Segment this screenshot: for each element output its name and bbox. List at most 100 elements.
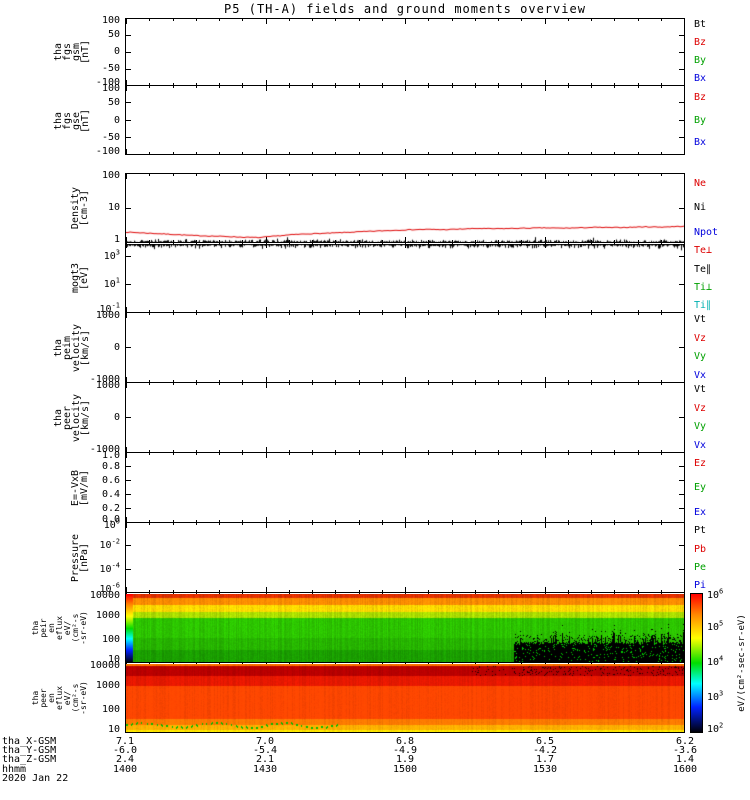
xtick-mark: [684, 593, 685, 598]
ytick-mark: [679, 417, 684, 418]
xtick-mark: [405, 377, 406, 382]
xtick-mark: [358, 523, 360, 525]
ytick-mark: [126, 480, 131, 481]
xtick-mark: [172, 450, 174, 452]
xtick-mark: [614, 380, 616, 382]
xtick-mark: [684, 383, 685, 388]
axis-value: 6.2: [675, 736, 695, 747]
panel-ylabel-peer-eflux: tha peer en eflux eV/(cm²-s -sr-eV): [31, 681, 88, 715]
xtick-mark: [195, 523, 197, 525]
axis-value: 1600: [672, 764, 698, 775]
panel-ylabel-fgs-gsm: tha fgs gsm [nT]: [53, 39, 91, 65]
xtick-mark: [195, 152, 197, 154]
xtick-mark: [288, 453, 290, 455]
axis-value: 6.5: [535, 736, 555, 747]
xtick-mark: [126, 80, 127, 85]
xtick-mark: [172, 383, 174, 385]
xtick-mark: [149, 380, 151, 382]
xtick-mark: [126, 447, 127, 452]
ytick-label-peim-velocity: -1000: [89, 374, 120, 385]
xtick-mark: [684, 307, 685, 312]
axis-value: 6.8: [395, 736, 415, 747]
xtick-mark: [242, 86, 244, 88]
ytick-label-fgs-gsm: 100: [101, 15, 120, 26]
xtick-mark: [219, 590, 220, 592]
xtick-mark: [172, 83, 174, 85]
xtick-mark: [265, 149, 267, 154]
xtick-mark: [474, 380, 476, 382]
xtick-mark: [637, 152, 639, 154]
axis-value: -6.0: [112, 745, 138, 756]
colorbar-tick: 103: [707, 689, 724, 703]
xtick-mark: [149, 450, 151, 452]
ytick-label-peir-eflux: 1000: [95, 610, 120, 622]
mogt3-canvas: [126, 244, 684, 312]
colorbar-tick: 102: [707, 721, 724, 735]
xtick-mark: [288, 520, 290, 522]
xtick-mark: [195, 19, 197, 21]
ytick-mark: [679, 480, 684, 481]
xtick-mark: [544, 517, 546, 522]
xtick-mark: [149, 590, 151, 592]
legend-fgs-gse-2: Bx: [694, 137, 707, 149]
panel-efield: [125, 453, 685, 523]
xtick-mark: [242, 19, 244, 21]
legend-peem-velocity-0: Vt: [694, 384, 707, 395]
ytick-label-density: 10: [107, 202, 120, 213]
panel-ylabel-fgs-gse: tha fgs gse [nT]: [53, 108, 91, 133]
xtick-mark: [405, 19, 406, 24]
xtick-mark: [219, 383, 220, 385]
xtick-mark: [498, 383, 499, 385]
xtick-mark: [521, 453, 523, 455]
xtick-mark: [591, 313, 592, 315]
xtick-mark: [498, 86, 499, 88]
ytick-mark: [126, 102, 131, 104]
xtick-mark: [567, 383, 569, 385]
xtick-mark: [637, 83, 639, 85]
xtick-mark: [521, 523, 523, 525]
xtick-mark: [172, 520, 174, 522]
xtick-mark: [265, 19, 267, 24]
ytick-label-fgs-gse: -100: [95, 146, 120, 157]
legend-mogt3-1: Te∥: [694, 263, 712, 275]
ytick-label-fgs-gse: 50: [107, 97, 120, 109]
ytick-label-peim-velocity: 0: [113, 342, 120, 353]
xtick-mark: [544, 523, 546, 528]
xtick-mark: [335, 19, 337, 21]
date-label: 2020 Jan 22: [2, 773, 69, 784]
xtick-mark: [660, 313, 662, 315]
ytick-label-efield: 0.2: [101, 503, 120, 514]
xtick-mark: [358, 590, 360, 592]
xtick-mark: [335, 383, 337, 385]
xtick-mark: [567, 380, 569, 382]
xtick-mark: [219, 19, 220, 21]
panel-ylabel-mogt3: mogt3 [eV]: [70, 262, 90, 294]
xtick-mark: [660, 590, 662, 592]
xtick-mark: [544, 587, 546, 592]
xtick-mark: [172, 152, 174, 154]
ytick-label-density: 1: [113, 234, 120, 245]
xtick-mark: [474, 383, 476, 385]
xtick-mark: [451, 453, 453, 455]
xtick-mark: [242, 453, 244, 455]
xtick-mark: [451, 86, 453, 88]
xtick-mark: [451, 152, 453, 154]
xtick-mark: [288, 313, 290, 315]
xtick-mark: [428, 86, 430, 88]
xtick-mark: [126, 149, 127, 154]
xtick-mark: [288, 380, 290, 382]
xtick-mark: [242, 83, 244, 85]
xtick-mark: [684, 80, 685, 85]
ytick-mark: [126, 119, 131, 121]
plot-title: P5 (TH-A) fields and ground moments over…: [224, 2, 586, 16]
xtick-mark: [684, 243, 685, 248]
ytick-label-pressure: 10-2: [99, 537, 120, 552]
legend-peim-velocity-0: Vt: [694, 314, 707, 325]
xtick-mark: [219, 86, 220, 88]
axis-value: 7.1: [115, 736, 135, 747]
panel-peim-velocity: [125, 313, 685, 383]
legend-density-1: Ni: [694, 202, 707, 213]
xtick-mark: [242, 520, 244, 522]
ytick-mark: [126, 494, 131, 495]
